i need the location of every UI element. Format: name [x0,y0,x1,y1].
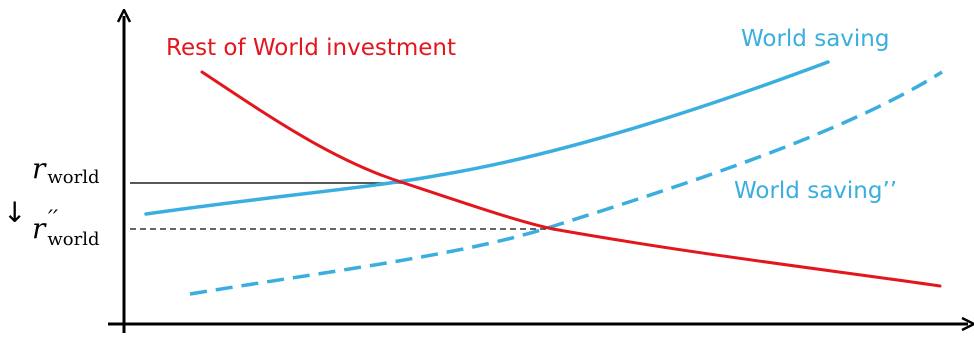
down-arrow-icon: ↓ [3,196,26,229]
world-saving-label: World saving [741,26,889,52]
world-saving-shifted-curve [189,70,943,296]
world-saving-curve [144,60,830,216]
r-world-prime-label: r world [32,212,100,250]
rest-of-world-investment-curve [200,70,942,288]
r-world-label: r world [32,152,100,188]
investment-label: Rest of World investment [166,35,456,61]
r-world-prime-marks: ′′ [48,207,58,232]
world-saving-shifted-label: World saving’’ [734,178,897,204]
